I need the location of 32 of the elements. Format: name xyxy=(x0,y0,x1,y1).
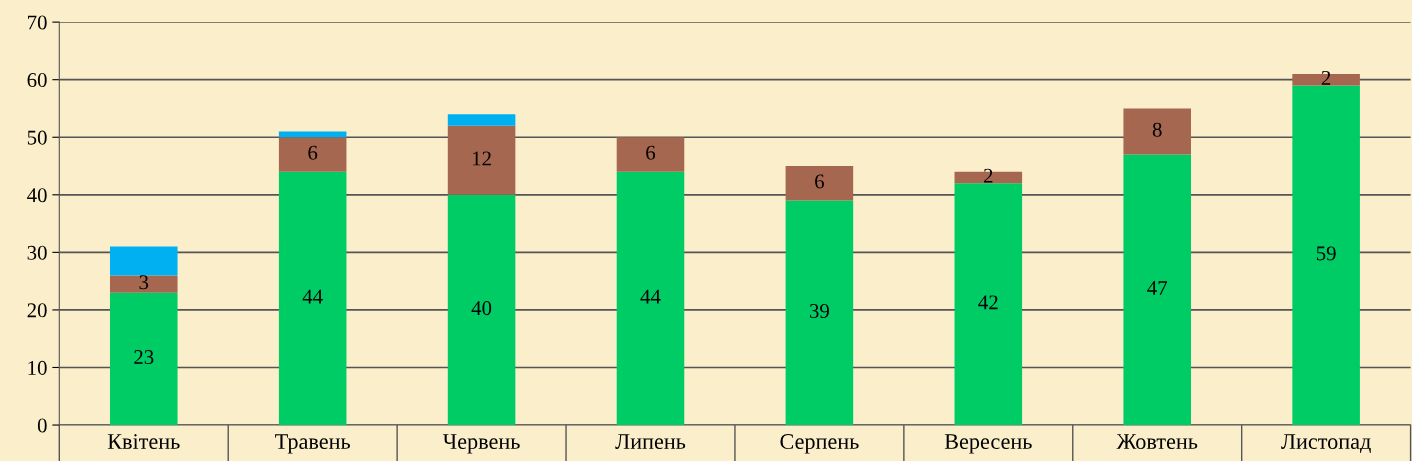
data-label: 12 xyxy=(473,151,491,166)
data-label: 6 xyxy=(646,145,656,160)
x-tick-label: Вересень xyxy=(944,434,1032,454)
x-tick-label: Жовтень xyxy=(1116,434,1198,450)
y-tick-label: 60 xyxy=(27,73,47,88)
data-label: 59 xyxy=(1316,246,1336,261)
data-label: 2 xyxy=(984,168,993,183)
x-tick-label: Листопад xyxy=(1281,434,1371,454)
x-tick-label: Липень xyxy=(615,434,686,450)
y-tick-label: 70 xyxy=(28,15,47,30)
y-tick-label: 50 xyxy=(27,130,47,145)
x-tick-label: Серпень xyxy=(780,434,859,454)
y-tick-label: 40 xyxy=(27,188,47,203)
data-label: 6 xyxy=(815,174,824,189)
data-label: 6 xyxy=(308,145,318,160)
y-tick-label: 0 xyxy=(37,418,47,433)
y-tick-label: 10 xyxy=(28,360,47,375)
data-label: 8 xyxy=(1152,122,1162,137)
x-tick-label: Червень xyxy=(442,434,520,454)
data-label: 44 xyxy=(640,289,661,304)
data-label: 3 xyxy=(139,275,149,290)
x-tick-label: Квітень xyxy=(107,434,180,450)
x-tick-label: Травень xyxy=(275,434,350,454)
data-label: 42 xyxy=(978,295,998,310)
data-label: 2 xyxy=(1321,70,1331,85)
data-label: 47 xyxy=(1147,281,1168,295)
y-tick-label: 30 xyxy=(27,245,47,260)
y-tick-label: 20 xyxy=(27,303,47,318)
data-label: 39 xyxy=(809,304,829,319)
data-label: 23 xyxy=(134,350,154,365)
data-label: 44 xyxy=(302,289,323,304)
data-label: 40 xyxy=(471,301,492,316)
